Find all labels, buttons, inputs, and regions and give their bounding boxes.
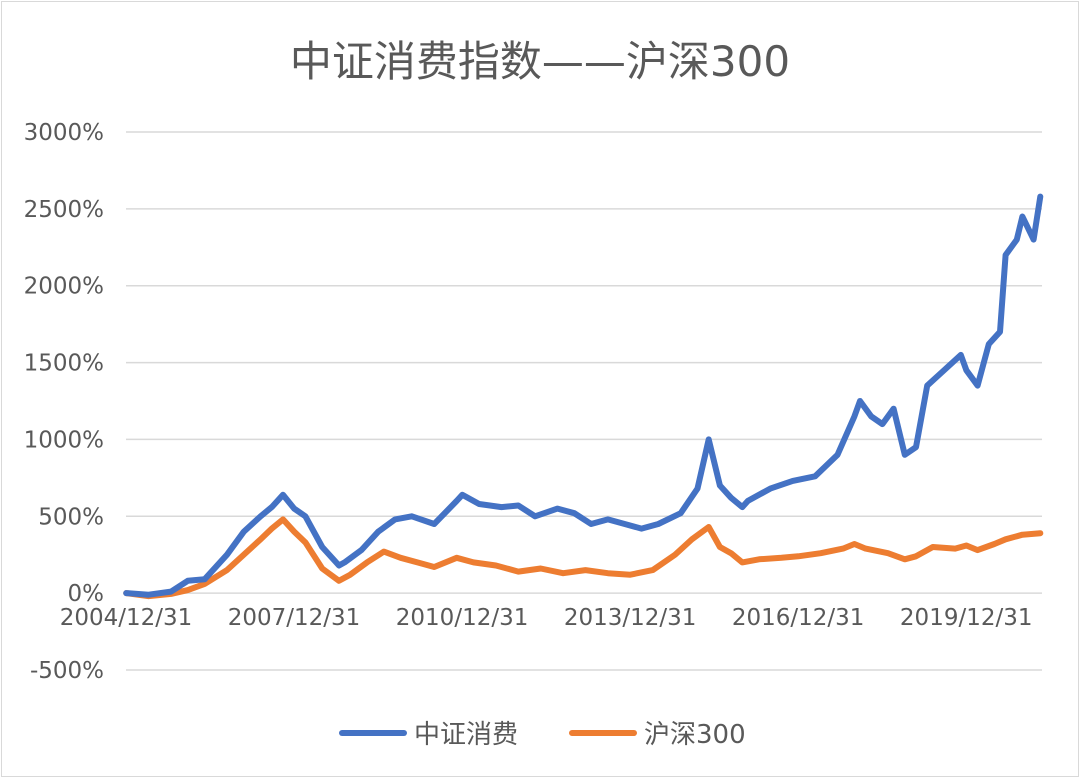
x-tick-label: 2016/12/31 — [732, 605, 865, 631]
y-tick-label: -500% — [30, 658, 104, 684]
y-tick-label: 1000% — [24, 427, 104, 453]
y-tick-label: 2500% — [24, 197, 104, 223]
x-tick-label: 2019/12/31 — [900, 605, 1033, 631]
series-lines — [123, 193, 1044, 600]
y-tick-label: 0% — [68, 581, 105, 607]
legend-label: 中证消费 — [414, 720, 518, 750]
legend-label: 沪深300 — [644, 720, 746, 750]
x-axis-tick-labels: 2004/12/31 2007/12/31 2010/12/31 2013/12/31… — [60, 605, 1033, 631]
x-tick-label: 2010/12/31 — [396, 605, 529, 631]
y-axis-tick-labels: 3000% 2500% 2000% 1500% 1000% 500% 0% -500% — [24, 120, 104, 684]
series-line — [123, 193, 1044, 598]
gridlines — [126, 131, 1042, 671]
y-tick-label: 3000% — [24, 120, 104, 146]
series-line — [123, 516, 1044, 600]
chart-title: 中证消费指数——沪深300 — [290, 37, 790, 86]
x-tick-label: 2013/12/31 — [564, 605, 697, 631]
x-tick-label: 2004/12/31 — [60, 605, 193, 631]
legend: 中证消费 沪深300 — [339, 720, 746, 750]
y-tick-label: 1500% — [24, 351, 104, 377]
y-tick-label: 500% — [38, 504, 104, 530]
y-tick-label: 2000% — [24, 274, 104, 300]
x-tick-label: 2007/12/31 — [228, 605, 361, 631]
